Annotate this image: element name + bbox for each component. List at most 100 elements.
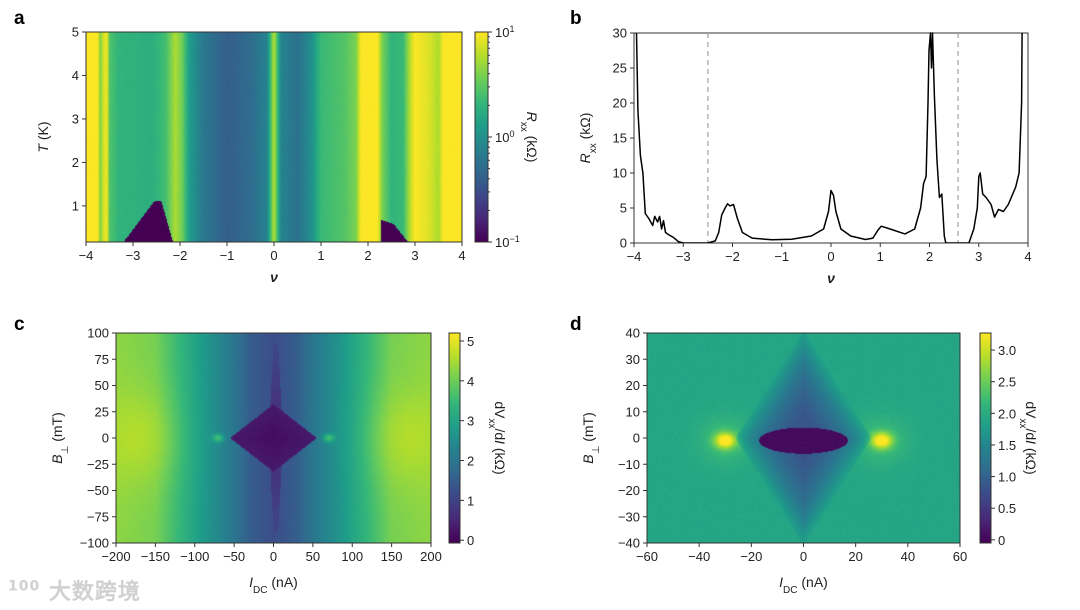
panel-b-xtick-label: −2 bbox=[725, 249, 740, 264]
panel-d-colorbar-tick-label: 1.5 bbox=[998, 438, 1016, 453]
panel-a-xtick-label: 0 bbox=[270, 248, 277, 263]
panel-d-ytick-label: 10 bbox=[626, 404, 640, 419]
panel-c-ytick-label: −50 bbox=[87, 483, 109, 498]
panel-c-ytick-label: −100 bbox=[80, 536, 109, 551]
panel-d-xtick-label: 60 bbox=[953, 549, 967, 564]
panel-c-xtick-label: 150 bbox=[381, 549, 403, 564]
panel-b-rxx-line bbox=[637, 33, 1023, 243]
panel-d-xtick-label: −60 bbox=[636, 549, 658, 564]
panel-c-ytick-label: 0 bbox=[102, 431, 109, 446]
panel-a-xtick-label: −3 bbox=[126, 248, 141, 263]
panel-c-frame bbox=[116, 333, 431, 543]
panel-d-ytick-label: 20 bbox=[626, 378, 640, 393]
panel-a-letter: a bbox=[14, 8, 25, 29]
panel-c-ytick-label: 25 bbox=[95, 404, 109, 419]
panel-b-frame bbox=[634, 33, 1028, 243]
panel-c-ytick-label: −75 bbox=[87, 509, 109, 524]
panel-d-xlabel: IDC (nA) bbox=[779, 574, 828, 596]
figure: −4 −3 −2 −1 0 1 2 3 4 1 2 3 4 5 101 100 10−1 a ν T (K) Rxx (… bbox=[0, 0, 1080, 610]
panel-c-ytick-label: 75 bbox=[95, 352, 109, 367]
panel-d-ytick-label: −30 bbox=[618, 509, 640, 524]
panel-b-ylabel: Rxx (kΩ) bbox=[577, 113, 599, 164]
panel-d-ylabel: B⊥ (mT) bbox=[580, 412, 602, 464]
panel-c-xtick-label: −200 bbox=[101, 549, 130, 564]
panel-d-colorbar-frame bbox=[980, 333, 991, 543]
panel-a-xtick-label: −2 bbox=[173, 248, 188, 263]
panel-c-ylabel: B⊥ (mT) bbox=[49, 412, 71, 464]
panel-d-ytick-label: 40 bbox=[626, 326, 640, 341]
panel-b-ytick-label: 10 bbox=[613, 166, 627, 181]
panel-d-colorbar-tick-label: 1.0 bbox=[998, 470, 1016, 485]
panel-b-ytick-label: 30 bbox=[613, 26, 627, 41]
panel-b-ytick-label: 5 bbox=[620, 201, 627, 216]
panel-a-xtick-label: −4 bbox=[79, 248, 94, 263]
panel-a-xlabel: ν bbox=[270, 269, 278, 285]
panel-c-xtick-label: −50 bbox=[223, 549, 245, 564]
panel-d-xtick-label: −40 bbox=[688, 549, 710, 564]
panel-a-frame bbox=[86, 32, 462, 242]
panel-a-ytick-label: 5 bbox=[72, 25, 79, 40]
panel-a-xtick-label: 1 bbox=[317, 248, 324, 263]
panel-d-ytick-label: −10 bbox=[618, 457, 640, 472]
panel-b-xtick-label: 1 bbox=[877, 249, 884, 264]
panel-d-ytick-label: 30 bbox=[626, 352, 640, 367]
panel-a-ylabel: T (K) bbox=[35, 121, 51, 152]
panel-a-colorbar-tick-label: 10−1 bbox=[495, 234, 520, 250]
panel-a-colorbar-label: Rxx (kΩ) bbox=[519, 112, 541, 163]
panel-b-xtick-label: −4 bbox=[627, 249, 642, 264]
panel-c-xtick-label: 200 bbox=[420, 549, 442, 564]
panel-c-ytick-label: 100 bbox=[87, 326, 109, 341]
panel-a-xtick-label: −1 bbox=[220, 248, 235, 263]
panel-c-colorbar-label: dVxx/dI (kΩ) bbox=[487, 401, 509, 474]
panel-d-xtick-label: 20 bbox=[848, 549, 862, 564]
panel-a-xtick-label: 3 bbox=[411, 248, 418, 263]
panel-c-xlabel: IDC (nA) bbox=[249, 574, 298, 596]
panel-c-colorbar-tick-label: 4 bbox=[467, 374, 474, 389]
panel-b-xtick-label: −3 bbox=[676, 249, 691, 264]
panel-d-colorbar-tick-label: 3.0 bbox=[998, 343, 1016, 358]
panel-a-ytick-label: 4 bbox=[72, 68, 79, 83]
panel-d-xtick-label: 40 bbox=[901, 549, 915, 564]
panel-c-colorbar-tick-label: 1 bbox=[467, 493, 474, 508]
panel-b-letter: b bbox=[570, 8, 582, 29]
watermark-logo: 100 bbox=[8, 579, 40, 595]
panel-c-colorbar-tick-label: 5 bbox=[467, 334, 474, 349]
panel-c-colorbar-tick-label: 0 bbox=[467, 533, 474, 548]
panel-c-colorbar-tick-label: 3 bbox=[467, 414, 474, 429]
panel-b-ytick-label: 15 bbox=[613, 131, 627, 146]
panel-b-xtick-label: 0 bbox=[827, 249, 834, 264]
panel-b-xtick-label: 3 bbox=[975, 249, 982, 264]
panel-a-colorbar-tick-label: 100 bbox=[495, 129, 514, 145]
panel-c-xtick-label: 50 bbox=[306, 549, 320, 564]
panel-d-colorbar-label: dVxx/dI (kΩ) bbox=[1018, 401, 1040, 474]
panel-b-xtick-label: 4 bbox=[1024, 249, 1031, 264]
axes-overlay: −4 −3 −2 −1 0 1 2 3 412345 10110010−1aνT (K)Rxx (… bbox=[0, 0, 1080, 610]
panel-a-xtick-label: 2 bbox=[364, 248, 371, 263]
panel-c-colorbar-tick-label: 2 bbox=[467, 454, 474, 469]
panel-c-colorbar-frame bbox=[449, 333, 460, 543]
panel-b-ytick-label: 20 bbox=[613, 96, 627, 111]
panel-b-xtick-label: 2 bbox=[926, 249, 933, 264]
panel-d-frame bbox=[647, 333, 960, 543]
panel-d-colorbar-tick-label: 0 bbox=[998, 533, 1005, 548]
panel-c-xtick-label: −150 bbox=[141, 549, 170, 564]
panel-d-colorbar-tick-label: 0.5 bbox=[998, 501, 1016, 516]
panel-c-xtick-label: 100 bbox=[341, 549, 363, 564]
panel-d-colorbar-tick-label: 2.0 bbox=[998, 406, 1016, 421]
panel-b-ytick-label: 0 bbox=[620, 236, 627, 251]
panel-c-ytick-label: 50 bbox=[95, 378, 109, 393]
panel-d-colorbar-tick-label: 2.5 bbox=[998, 375, 1016, 390]
panel-a-xtick-label: 4 bbox=[458, 248, 465, 263]
panel-d-ytick-label: 0 bbox=[633, 431, 640, 446]
watermark: 100 大数跨境 bbox=[8, 574, 141, 606]
panel-d-ytick-label: −20 bbox=[618, 483, 640, 498]
watermark-text: 大数跨境 bbox=[49, 580, 141, 605]
panel-d-ytick-label: −40 bbox=[618, 536, 640, 551]
panel-b-ytick-label: 25 bbox=[613, 61, 627, 76]
panel-d-letter: d bbox=[570, 314, 582, 335]
panel-a-ytick-label: 1 bbox=[72, 198, 79, 213]
panel-a-colorbar-frame bbox=[475, 32, 488, 242]
panel-c-ytick-label: −25 bbox=[87, 457, 109, 472]
panel-b-xlabel: ν bbox=[827, 270, 835, 286]
panel-a-ytick-label: 3 bbox=[72, 111, 79, 126]
